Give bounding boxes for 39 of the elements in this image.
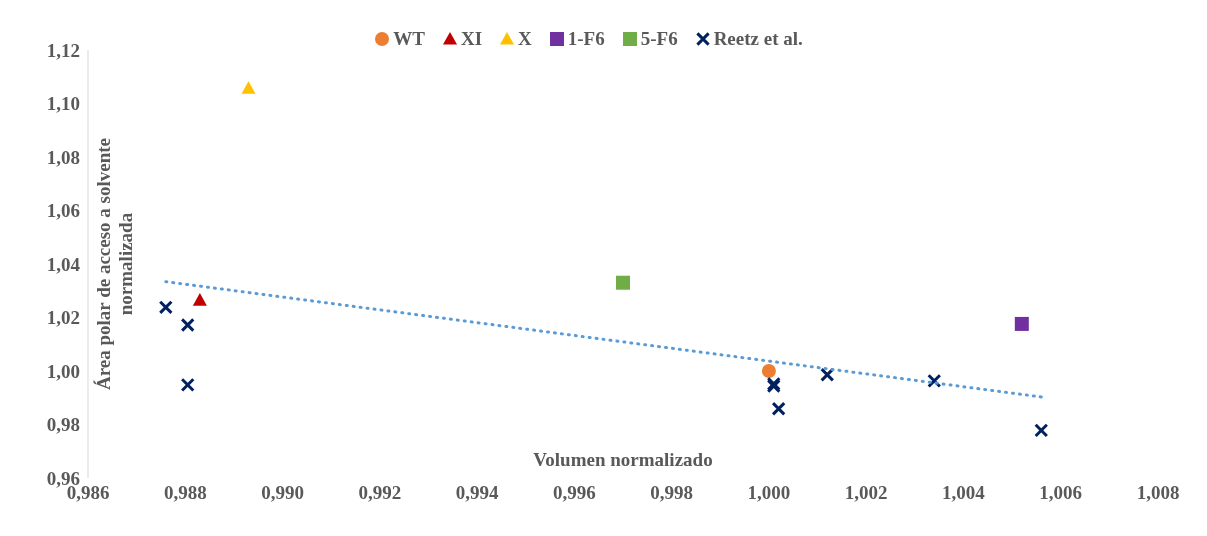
y-tick-label: 0,98 [46,414,80,436]
legend-label: 1-F6 [567,28,605,50]
legend-label: 5-F6 [640,28,678,50]
x-tick-label: 0,994 [455,482,499,504]
point [192,293,207,306]
point [820,367,835,382]
point [1034,423,1049,438]
point [616,275,630,290]
x-tick-label: 1,000 [747,482,791,504]
point [241,81,256,94]
y-tick-label: 1,12 [46,39,80,61]
point [927,373,942,388]
y-tick-label: 1,10 [46,93,80,115]
x-tick-label: 0,992 [358,482,402,504]
x-tick-label: 0,996 [552,482,596,504]
point [158,300,173,315]
legend-label: XI [460,28,483,50]
x-tick-label: 0,998 [650,482,694,504]
point [1014,316,1029,331]
legend-label: Reetz et al. [713,28,803,50]
point [180,317,195,333]
x-tick-label: 1,008 [1136,482,1180,504]
y-tick-label: 1,08 [46,146,80,168]
x-tick-label: 1,004 [942,482,986,504]
x-axis-title: Volumen normalizado [533,449,713,470]
point [761,364,776,378]
x-tick-label: 0,990 [261,482,304,504]
legend-label: X [518,28,532,50]
y-tick-label: 1,00 [46,360,80,382]
x-tick-label: 1,006 [1039,482,1083,504]
point [180,377,195,393]
x-tick-label: 0,988 [163,482,207,504]
point [771,401,786,416]
y-tick-label: 1,02 [46,307,80,329]
y-axis-title: Área polar de acceso a solvente normalizada [93,137,136,391]
y-tick-label: 1,06 [46,200,80,222]
x-tick-label: 1,002 [844,482,888,504]
y-tick-label: 1,04 [46,253,81,275]
legend-label: WT [393,28,425,50]
